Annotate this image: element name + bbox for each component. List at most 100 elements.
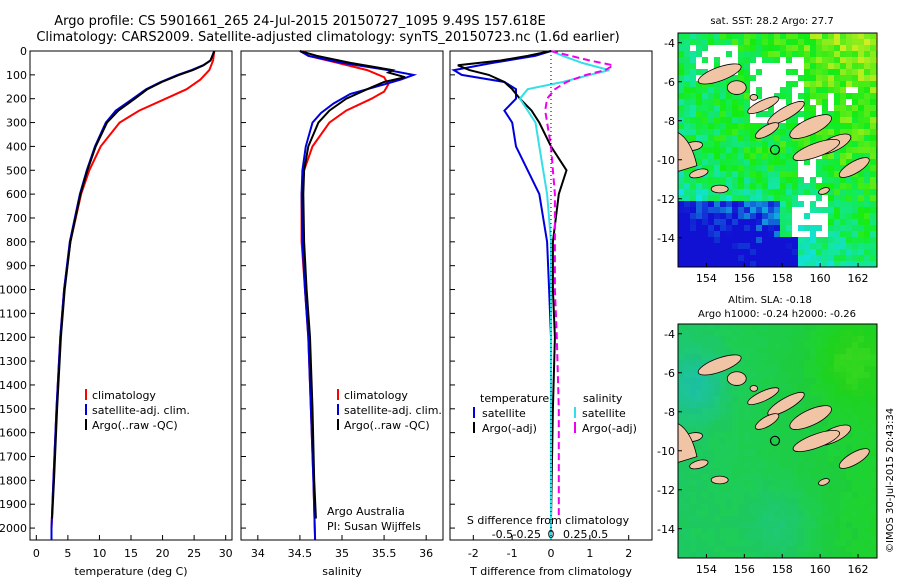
map-cell [828,177,835,184]
map-cell [750,261,757,267]
map-cell [792,408,799,415]
map-cell [738,426,745,433]
map-cell [858,528,865,535]
map-cell [864,552,871,558]
map-cell [678,546,685,553]
map-cell [768,378,775,385]
land-island [754,413,780,430]
map-cell [768,330,775,337]
map-cell [858,408,865,415]
map-cell [792,243,799,250]
map-cell [792,261,799,267]
map-cell [816,237,823,244]
map-cell [750,87,757,94]
map-cell [738,552,745,558]
map-cell [768,237,775,244]
map-cell [738,147,745,154]
map-cell [678,390,685,397]
map-cell [696,135,703,142]
land-island [818,187,830,195]
map-cell [684,486,691,493]
map-cell [750,366,757,373]
map-cell [726,147,733,154]
map-cell [828,330,835,337]
map-cell [720,147,727,154]
map-cell [870,396,877,403]
map-cell [870,522,877,529]
map-cell [828,342,835,349]
map-y-tick-label: -12 [657,193,675,206]
map-cell [696,249,703,256]
map-cell [810,486,817,493]
map-cell [720,498,727,505]
map-cell [780,159,787,166]
map-cell [708,225,715,232]
map-cell [822,69,829,76]
map-cell [720,39,727,46]
map-cell [792,219,799,226]
map-cell [780,207,787,214]
map-cell [858,123,865,130]
map-cell [720,237,727,244]
map-cell [768,552,775,558]
map-cell [708,516,715,523]
map-cell [792,141,799,148]
map-cell [750,153,757,160]
map-cell [846,207,853,214]
map-cell [810,189,817,196]
map-cell [750,522,757,529]
map-cell [768,528,775,535]
map-cell [792,474,799,481]
map-cell [768,201,775,208]
map-cell [870,342,877,349]
map-cell [750,147,757,154]
map-cell [768,243,775,250]
map-cell [744,51,751,58]
map-cell [678,480,685,487]
map-cell [756,171,763,178]
map-cell [870,324,877,331]
map-cell [756,492,763,499]
map-cell [792,75,799,82]
map-cell [798,384,805,391]
map-y-tick-label: -14 [657,232,675,245]
map-cell [786,45,793,52]
map-cell [780,450,787,457]
map-cell [726,324,733,331]
map-cell [750,225,757,232]
map-cell [864,408,871,415]
map-cell [804,159,811,166]
map-cell [792,552,799,558]
map-x-tick-label: 160 [810,563,831,576]
map-cell [696,516,703,523]
map-cell [804,402,811,409]
map-cell [696,504,703,511]
map-cell [732,540,739,547]
map-cell [864,510,871,517]
map-cell [852,546,859,553]
map-cell [816,426,823,433]
y-tick-label: 1500 [0,403,27,416]
map-cell [738,528,745,535]
map-cell [846,147,853,154]
map-cell [840,117,847,124]
map-cell [822,378,829,385]
map-cell [810,534,817,541]
map-cell [756,414,763,421]
map-cell [864,189,871,196]
map-cell [864,105,871,112]
map-cell [786,261,793,267]
map-cell [840,450,847,457]
land-island [792,139,841,161]
map-cell [870,213,877,220]
map-cell [774,165,781,172]
map-cell [822,468,829,475]
map-cell [762,336,769,343]
map-cell [714,486,721,493]
map-cell [774,468,781,475]
map-cell [822,546,829,553]
map-cell [732,39,739,46]
map-cell [792,159,799,166]
map-cell [810,372,817,379]
